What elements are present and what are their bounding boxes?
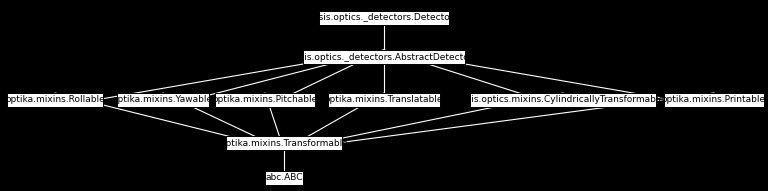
FancyBboxPatch shape (266, 171, 303, 185)
FancyBboxPatch shape (227, 136, 342, 150)
Text: optika.mixins.Transformable: optika.mixins.Transformable (220, 138, 348, 147)
Text: optika.mixins.Rollable: optika.mixins.Rollable (5, 96, 105, 104)
FancyBboxPatch shape (215, 93, 315, 107)
FancyBboxPatch shape (319, 11, 449, 25)
Text: optika.mixins.Yawable: optika.mixins.Yawable (113, 96, 213, 104)
Text: optika.mixins.Translatable: optika.mixins.Translatable (325, 96, 443, 104)
FancyBboxPatch shape (303, 50, 465, 64)
FancyBboxPatch shape (117, 93, 209, 107)
Text: optika.mixins.Pitchable: optika.mixins.Pitchable (213, 96, 318, 104)
Text: esis.optics.mixins.CylindricallyTransformable: esis.optics.mixins.CylindricallyTransfor… (462, 96, 664, 104)
FancyBboxPatch shape (7, 93, 103, 107)
Text: esis.optics._detectors.AbstractDetector: esis.optics._detectors.AbstractDetector (295, 53, 473, 62)
FancyBboxPatch shape (664, 93, 764, 107)
Text: esis.optics._detectors.Detector: esis.optics._detectors.Detector (314, 14, 454, 23)
FancyBboxPatch shape (328, 93, 440, 107)
Text: optika.mixins.Printable: optika.mixins.Printable (662, 96, 766, 104)
Text: abc.ABC: abc.ABC (265, 173, 303, 182)
FancyBboxPatch shape (470, 93, 656, 107)
